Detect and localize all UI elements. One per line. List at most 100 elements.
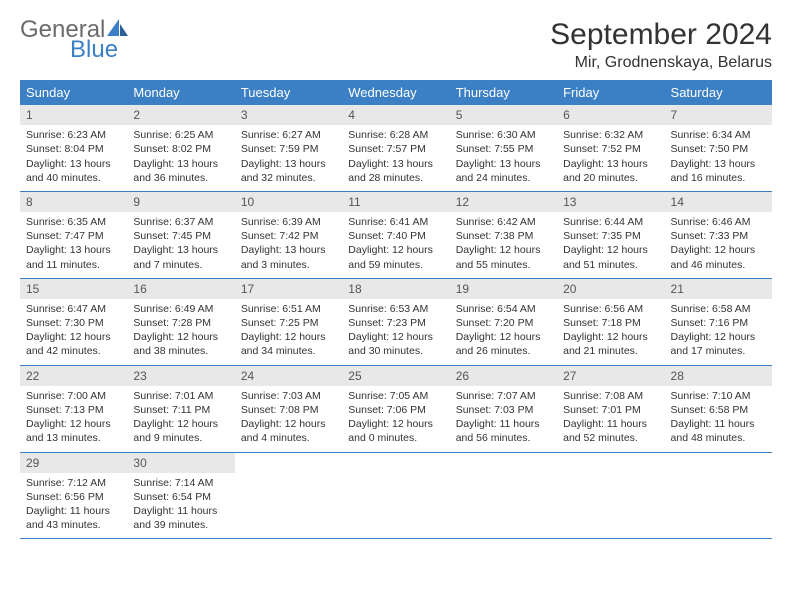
day-body: Sunrise: 7:00 AMSunset: 7:13 PMDaylight:… [20, 386, 127, 452]
day-number: 9 [127, 192, 234, 212]
day-cell: 11Sunrise: 6:41 AMSunset: 7:40 PMDayligh… [342, 192, 449, 278]
day-cell: 17Sunrise: 6:51 AMSunset: 7:25 PMDayligh… [235, 279, 342, 365]
day-body: Sunrise: 6:49 AMSunset: 7:28 PMDaylight:… [127, 299, 234, 365]
day-number: 23 [127, 366, 234, 386]
daylight-text: Daylight: 12 hours and 55 minutes. [456, 243, 551, 271]
sunset-text: Sunset: 6:54 PM [133, 490, 228, 504]
sunrise-text: Sunrise: 7:14 AM [133, 476, 228, 490]
sunset-text: Sunset: 7:28 PM [133, 316, 228, 330]
day-body: Sunrise: 6:41 AMSunset: 7:40 PMDaylight:… [342, 212, 449, 278]
day-cell: 15Sunrise: 6:47 AMSunset: 7:30 PMDayligh… [20, 279, 127, 365]
month-title: September 2024 [550, 18, 772, 52]
day-headers-row: SundayMondayTuesdayWednesdayThursdayFrid… [20, 80, 772, 105]
sunrise-text: Sunrise: 7:05 AM [348, 389, 443, 403]
day-number: 12 [450, 192, 557, 212]
day-number: 19 [450, 279, 557, 299]
day-body: Sunrise: 6:34 AMSunset: 7:50 PMDaylight:… [665, 125, 772, 191]
day-body: Sunrise: 6:56 AMSunset: 7:18 PMDaylight:… [557, 299, 664, 365]
day-number: 20 [557, 279, 664, 299]
day-cell: 18Sunrise: 6:53 AMSunset: 7:23 PMDayligh… [342, 279, 449, 365]
day-header: Sunday [20, 80, 127, 105]
sunset-text: Sunset: 7:01 PM [563, 403, 658, 417]
daylight-text: Daylight: 12 hours and 21 minutes. [563, 330, 658, 358]
day-header: Thursday [450, 80, 557, 105]
day-cell: 27Sunrise: 7:08 AMSunset: 7:01 PMDayligh… [557, 366, 664, 452]
daylight-text: Daylight: 12 hours and 0 minutes. [348, 417, 443, 445]
day-cell: 16Sunrise: 6:49 AMSunset: 7:28 PMDayligh… [127, 279, 234, 365]
day-body: Sunrise: 6:35 AMSunset: 7:47 PMDaylight:… [20, 212, 127, 278]
week-row: 8Sunrise: 6:35 AMSunset: 7:47 PMDaylight… [20, 192, 772, 279]
daylight-text: Daylight: 12 hours and 4 minutes. [241, 417, 336, 445]
day-number: 18 [342, 279, 449, 299]
day-number: 29 [20, 453, 127, 473]
day-number: 8 [20, 192, 127, 212]
day-number: 27 [557, 366, 664, 386]
day-cell: 29Sunrise: 7:12 AMSunset: 6:56 PMDayligh… [20, 453, 127, 539]
week-row: 15Sunrise: 6:47 AMSunset: 7:30 PMDayligh… [20, 279, 772, 366]
day-number: 16 [127, 279, 234, 299]
daylight-text: Daylight: 13 hours and 40 minutes. [26, 157, 121, 185]
day-body: Sunrise: 6:44 AMSunset: 7:35 PMDaylight:… [557, 212, 664, 278]
day-number: 11 [342, 192, 449, 212]
day-body: Sunrise: 7:01 AMSunset: 7:11 PMDaylight:… [127, 386, 234, 452]
calendar: SundayMondayTuesdayWednesdayThursdayFrid… [20, 80, 772, 539]
sunset-text: Sunset: 7:47 PM [26, 229, 121, 243]
daylight-text: Daylight: 13 hours and 20 minutes. [563, 157, 658, 185]
day-number: 24 [235, 366, 342, 386]
sunset-text: Sunset: 6:58 PM [671, 403, 766, 417]
day-cell: 21Sunrise: 6:58 AMSunset: 7:16 PMDayligh… [665, 279, 772, 365]
week-row: 29Sunrise: 7:12 AMSunset: 6:56 PMDayligh… [20, 453, 772, 540]
day-cell: 19Sunrise: 6:54 AMSunset: 7:20 PMDayligh… [450, 279, 557, 365]
sunrise-text: Sunrise: 7:10 AM [671, 389, 766, 403]
day-body: Sunrise: 6:25 AMSunset: 8:02 PMDaylight:… [127, 125, 234, 191]
day-body: Sunrise: 7:07 AMSunset: 7:03 PMDaylight:… [450, 386, 557, 452]
day-body: Sunrise: 6:27 AMSunset: 7:59 PMDaylight:… [235, 125, 342, 191]
day-cell: 4Sunrise: 6:28 AMSunset: 7:57 PMDaylight… [342, 105, 449, 191]
day-number: 7 [665, 105, 772, 125]
sunset-text: Sunset: 7:40 PM [348, 229, 443, 243]
daylight-text: Daylight: 11 hours and 39 minutes. [133, 504, 228, 532]
daylight-text: Daylight: 13 hours and 16 minutes. [671, 157, 766, 185]
day-number: 5 [450, 105, 557, 125]
day-body: Sunrise: 6:28 AMSunset: 7:57 PMDaylight:… [342, 125, 449, 191]
sunset-text: Sunset: 7:55 PM [456, 142, 551, 156]
sunset-text: Sunset: 7:50 PM [671, 142, 766, 156]
day-number: 10 [235, 192, 342, 212]
sunset-text: Sunset: 8:02 PM [133, 142, 228, 156]
sunset-text: Sunset: 8:04 PM [26, 142, 121, 156]
day-cell: 26Sunrise: 7:07 AMSunset: 7:03 PMDayligh… [450, 366, 557, 452]
sunset-text: Sunset: 7:20 PM [456, 316, 551, 330]
sunrise-text: Sunrise: 7:01 AM [133, 389, 228, 403]
day-body: Sunrise: 6:23 AMSunset: 8:04 PMDaylight:… [20, 125, 127, 191]
sunset-text: Sunset: 7:57 PM [348, 142, 443, 156]
sunset-text: Sunset: 7:23 PM [348, 316, 443, 330]
day-cell: 25Sunrise: 7:05 AMSunset: 7:06 PMDayligh… [342, 366, 449, 452]
daylight-text: Daylight: 13 hours and 28 minutes. [348, 157, 443, 185]
day-cell: 9Sunrise: 6:37 AMSunset: 7:45 PMDaylight… [127, 192, 234, 278]
daylight-text: Daylight: 13 hours and 24 minutes. [456, 157, 551, 185]
day-cell: 1Sunrise: 6:23 AMSunset: 8:04 PMDaylight… [20, 105, 127, 191]
day-number: 26 [450, 366, 557, 386]
sunrise-text: Sunrise: 6:49 AM [133, 302, 228, 316]
sunrise-text: Sunrise: 6:25 AM [133, 128, 228, 142]
sunset-text: Sunset: 7:18 PM [563, 316, 658, 330]
day-cell: 23Sunrise: 7:01 AMSunset: 7:11 PMDayligh… [127, 366, 234, 452]
sunrise-text: Sunrise: 6:35 AM [26, 215, 121, 229]
sunrise-text: Sunrise: 6:23 AM [26, 128, 121, 142]
day-number: 2 [127, 105, 234, 125]
day-cell: 22Sunrise: 7:00 AMSunset: 7:13 PMDayligh… [20, 366, 127, 452]
daylight-text: Daylight: 12 hours and 17 minutes. [671, 330, 766, 358]
daylight-text: Daylight: 13 hours and 3 minutes. [241, 243, 336, 271]
sunrise-text: Sunrise: 6:37 AM [133, 215, 228, 229]
weeks-container: 1Sunrise: 6:23 AMSunset: 8:04 PMDaylight… [20, 105, 772, 539]
day-cell: 6Sunrise: 6:32 AMSunset: 7:52 PMDaylight… [557, 105, 664, 191]
day-body: Sunrise: 6:46 AMSunset: 7:33 PMDaylight:… [665, 212, 772, 278]
sunset-text: Sunset: 7:38 PM [456, 229, 551, 243]
day-cell [342, 453, 449, 539]
sunset-text: Sunset: 7:35 PM [563, 229, 658, 243]
sunset-text: Sunset: 7:11 PM [133, 403, 228, 417]
day-body: Sunrise: 7:12 AMSunset: 6:56 PMDaylight:… [20, 473, 127, 539]
day-body: Sunrise: 6:32 AMSunset: 7:52 PMDaylight:… [557, 125, 664, 191]
sunset-text: Sunset: 7:25 PM [241, 316, 336, 330]
daylight-text: Daylight: 13 hours and 32 minutes. [241, 157, 336, 185]
